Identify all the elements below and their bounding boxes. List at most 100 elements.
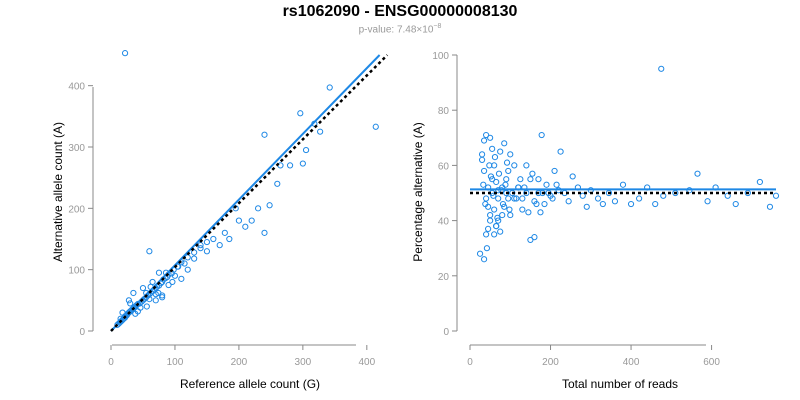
left-data-point xyxy=(254,205,262,212)
left-data-point xyxy=(191,255,198,262)
left-data-point xyxy=(130,289,137,297)
right-y-tick-label: 60 xyxy=(438,161,450,172)
right-data-point xyxy=(594,195,602,202)
left-data-point xyxy=(297,110,304,117)
left-y-tick-label: 100 xyxy=(68,266,85,277)
right-data-point xyxy=(537,209,544,216)
right-data-point xyxy=(497,148,504,155)
right-data-point xyxy=(503,159,511,166)
left-data-point xyxy=(155,269,163,276)
left-x-ticks: 0 100 200 300 400 xyxy=(108,345,376,368)
left-data-point xyxy=(139,284,147,292)
left-data-point xyxy=(210,235,217,243)
right-data-point xyxy=(483,245,491,252)
right-data-point xyxy=(519,206,526,213)
right-data-point xyxy=(519,195,526,202)
right-data-point xyxy=(495,195,502,202)
left-data-point xyxy=(266,202,273,209)
right-data-point xyxy=(535,176,542,183)
right-data-point xyxy=(694,170,701,177)
right-data-point xyxy=(493,223,500,230)
left-data-point xyxy=(326,84,333,91)
left-panel: 0 100 200 300 400 0 100 200 300 400 Reference al… xyxy=(51,50,389,391)
left-data-point xyxy=(114,321,121,328)
right-data-point xyxy=(569,173,576,180)
right-data-point xyxy=(499,200,507,208)
right-y-tick-label: 40 xyxy=(438,217,450,228)
right-data-point xyxy=(495,170,503,177)
right-y-tick-label: 20 xyxy=(438,272,450,283)
right-data-point xyxy=(478,156,486,163)
right-data-point xyxy=(507,211,514,219)
right-data-point xyxy=(480,181,487,188)
left-y-tick-label: 400 xyxy=(68,82,85,93)
right-data-point xyxy=(527,176,534,183)
left-data-point xyxy=(171,272,179,279)
right-data-point xyxy=(704,198,711,205)
left-data-point xyxy=(242,223,249,230)
left-data-point xyxy=(127,300,134,307)
right-data-point xyxy=(503,176,510,183)
left-data-point xyxy=(178,275,185,282)
left-data-point xyxy=(137,304,144,311)
right-data-point xyxy=(513,195,520,202)
right-y-tick-label: 100 xyxy=(432,51,449,62)
left-data-point xyxy=(143,303,150,310)
left-y-ticks: 0 100 200 300 400 xyxy=(68,82,93,338)
right-data-point xyxy=(505,167,512,175)
right-data-point xyxy=(487,217,494,224)
right-data-point xyxy=(538,131,545,139)
left-data-point xyxy=(372,123,379,130)
left-fit-line xyxy=(110,54,381,332)
right-data-point xyxy=(493,178,500,186)
right-data-point xyxy=(491,206,498,213)
left-data-point xyxy=(261,229,268,236)
right-data-point xyxy=(652,200,659,208)
right-x-tick-label: 200 xyxy=(542,357,559,368)
left-data-point xyxy=(197,245,204,252)
right-data-point xyxy=(507,151,514,158)
right-data-point xyxy=(476,250,484,257)
right-data-point xyxy=(523,162,530,169)
right-data-point xyxy=(551,167,558,175)
left-data-point xyxy=(184,254,191,261)
left-data-point xyxy=(152,297,159,304)
right-data-point xyxy=(480,256,488,263)
right-data-point xyxy=(766,203,774,210)
left-y-tick-label: 200 xyxy=(68,204,85,215)
left-data-point xyxy=(146,248,153,255)
left-data-point xyxy=(203,248,211,255)
right-data-point xyxy=(505,195,512,202)
right-data-point xyxy=(501,140,508,147)
right-data-point xyxy=(533,200,540,208)
right-x-axis-label: Total number of reads xyxy=(562,377,678,391)
left-data-point xyxy=(125,297,133,304)
right-data-point xyxy=(506,206,513,213)
right-x-tick-label: 600 xyxy=(703,357,720,368)
right-x-tick-label: 400 xyxy=(623,357,640,368)
right-data-point xyxy=(487,134,494,141)
left-x-tick-label: 100 xyxy=(167,357,184,368)
right-data-point xyxy=(527,236,534,244)
right-data-point xyxy=(541,200,548,208)
right-data-point xyxy=(491,154,499,161)
right-data-point xyxy=(658,65,665,72)
right-data-point xyxy=(557,148,564,155)
left-data-point xyxy=(248,217,255,224)
right-data-point xyxy=(724,192,731,199)
right-points xyxy=(476,65,780,263)
right-y-axis-label: Percentage alternative (A) xyxy=(411,122,425,261)
left-data-point xyxy=(181,260,188,267)
left-data-point xyxy=(155,289,162,297)
right-data-point xyxy=(599,200,606,208)
right-data-point xyxy=(499,211,506,219)
right-x-ticks: 0 200 400 600 xyxy=(467,345,720,368)
right-data-point xyxy=(483,131,490,139)
left-data-point xyxy=(203,238,211,246)
right-data-point xyxy=(611,198,619,205)
left-y-tick-label: 300 xyxy=(68,143,85,154)
left-data-point xyxy=(317,128,324,135)
left-x-axis-label: Reference allele count (G) xyxy=(180,377,320,391)
